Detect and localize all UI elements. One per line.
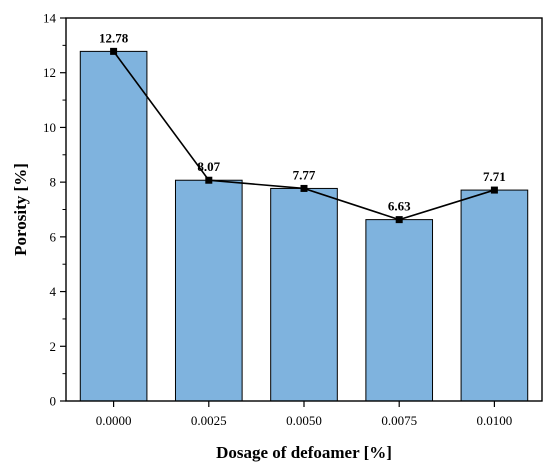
bar-3 [365,219,434,402]
bar-0 [79,50,148,402]
y-axis-title: Porosity [%] [11,163,30,256]
marker-1 [205,176,213,184]
bar-1 [174,179,243,402]
y-tick-label-2: 4 [50,284,57,299]
marker-3 [395,216,403,224]
y-tick-label-1: 2 [50,339,57,354]
bars-layer [79,50,529,402]
x-tick-label-0: 0.0000 [96,413,132,428]
bar-2 [270,187,338,402]
y-tick-label-3: 6 [50,229,57,244]
x-tick-label-3: 0.0075 [381,413,417,428]
data-label-3: 6.63 [388,199,411,214]
y-tick-label-0: 0 [50,394,57,409]
y-tick-label-7: 14 [43,11,57,26]
x-tick-label-4: 0.0100 [477,413,513,428]
data-label-0: 12.78 [99,30,129,45]
data-label-2: 7.77 [293,167,316,182]
data-label-1: 8.07 [197,159,220,174]
y-tick-label-5: 10 [43,120,56,135]
marker-4 [490,186,498,194]
marker-0 [110,47,118,55]
x-axis-title: Dosage of defoamer [%] [216,443,392,462]
x-tick-label-2: 0.0050 [286,413,322,428]
data-labels-layer: 12.78 8.07 7.77 6.63 7.71 [99,30,506,213]
bar-4 [460,189,529,402]
axes-layer: 0 2 4 6 8 10 12 14 0.0000 0.0025 0.0050 0.0075 0.010… [43,11,543,428]
marker-2 [300,184,308,192]
y-tick-label-6: 12 [43,65,56,80]
data-label-4: 7.71 [483,169,506,184]
series-line-layer [110,47,498,224]
y-tick-label-4: 8 [50,175,57,190]
x-tick-label-1: 0.0025 [191,413,227,428]
